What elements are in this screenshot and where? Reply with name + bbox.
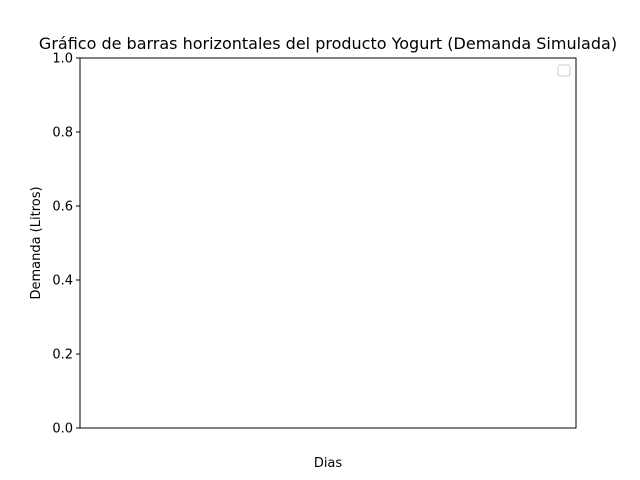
y-axis: 0.0 0.2 0.4 0.6 0.8 1.0	[52, 52, 80, 437]
axes-frame	[79, 57, 577, 429]
legend	[557, 64, 571, 77]
chart-title: Gráfico de barras horizontales del produ…	[39, 34, 617, 53]
plot-area	[79, 57, 577, 429]
y-axis-label: Demanda (Litros)	[29, 186, 44, 299]
y-tick-label: 0.2	[52, 348, 73, 363]
y-tick-label: 0.8	[52, 126, 73, 141]
y-tick-label: 0.4	[52, 274, 73, 289]
y-tick-label: 0.0	[52, 422, 73, 437]
x-axis-label: Dias	[314, 456, 343, 471]
y-tick-label: 1.0	[52, 52, 73, 67]
legend-box	[557, 64, 571, 77]
y-tick-label: 0.6	[52, 200, 73, 215]
